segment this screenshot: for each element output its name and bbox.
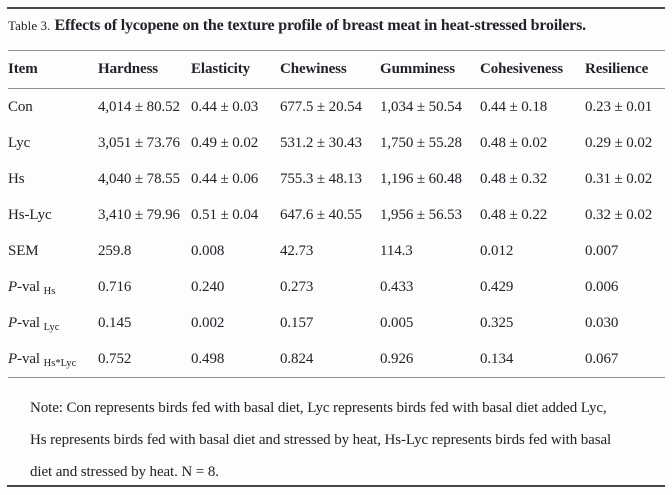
table-cell: 0.030 [585,314,619,331]
table-row-pval-lyc: P-val Lyc 0.145 0.002 0.157 0.005 0.325 … [8,305,665,341]
table-row-hs-lyc: Hs-Lyc 3,410 ± 79.96 0.51 ± 0.04 647.6 ±… [8,197,665,233]
row-label-text: -val [17,350,44,367]
table-row-con: Con 4,014 ± 80.52 0.44 ± 0.03 677.5 ± 20… [8,89,665,126]
table-cell: 0.926 [380,350,414,367]
table-cell: 3,410 ± 79.96 [98,206,180,223]
table-cell: 0.008 [191,242,225,259]
table-cell: 0.31 ± 0.02 [585,170,653,187]
column-header-chewiness: Chewiness [280,50,380,89]
table-cell: 0.32 ± 0.02 [585,206,653,223]
table-caption-text: Effects of lycopene on the texture profi… [54,17,587,34]
table-cell: 0.134 [480,350,514,367]
table-cell: 0.429 [480,278,514,295]
row-label-sub: Hs [43,285,56,297]
table-cell: 1,956 ± 56.53 [380,206,462,223]
table-cell: 0.007 [585,242,619,259]
table-cell: 0.48 ± 0.22 [480,206,548,223]
table-cell: 4,040 ± 78.55 [98,170,180,187]
row-label-text: -val [17,314,44,331]
table-cell: 0.157 [280,314,314,331]
row-label: P-val Lyc [8,305,98,341]
table-cell: 1,196 ± 60.48 [380,170,462,187]
table-cell: 4,014 ± 80.52 [98,98,180,115]
table-cell: 114.3 [380,242,413,259]
table-cell: 42.73 [280,242,314,259]
row-label-sub: Lyc [43,321,60,333]
row-label: P-val Hs*Lyc [8,341,98,378]
row-label: SEM [8,233,98,269]
table-caption-label: Table 3. [8,18,51,33]
column-header-resilience: Resilience [585,50,665,89]
table-note: Note: Con represents birds fed with basa… [30,392,662,488]
table-cell: 0.498 [191,350,225,367]
table-cell: 0.29 ± 0.02 [585,134,653,151]
table-cell: 0.48 ± 0.32 [480,170,548,187]
table-cell: 0.006 [585,278,619,295]
table-cell: 0.23 ± 0.01 [585,98,653,115]
table-cell: 1,034 ± 50.54 [380,98,462,115]
column-header-elasticity: Elasticity [191,50,280,89]
table-cell: 0.005 [380,314,414,331]
row-label: Lyc [8,125,98,161]
table-cell: 0.012 [480,242,514,259]
table-cell: 0.433 [380,278,414,295]
results-table: Item Hardness Elasticity Chewiness Gummi… [8,50,665,378]
row-label: Con [8,89,98,126]
table-cell: 531.2 ± 30.43 [280,134,362,151]
table-cell: 755.3 ± 48.13 [280,170,362,187]
column-header-gumminess: Gumminess [380,50,480,89]
table-cell: 0.240 [191,278,225,295]
row-label-text: Con [8,98,33,115]
table-row-lyc: Lyc 3,051 ± 73.76 0.49 ± 0.02 531.2 ± 30… [8,125,665,161]
table-cell: 0.51 ± 0.04 [191,206,259,223]
row-label: Hs-Lyc [8,197,98,233]
table-row-sem: SEM 259.8 0.008 42.73 114.3 0.012 0.007 [8,233,665,269]
row-label-italic: P [8,314,18,331]
note-line: Note: Con represents birds fed with basa… [30,400,607,416]
column-header-item: Item [8,50,98,89]
table-cell: 0.44 ± 0.18 [480,98,548,115]
table-cell: 1,750 ± 55.28 [380,134,462,151]
table-cell: 647.6 ± 40.55 [280,206,362,223]
table-cell: 0.067 [585,350,619,367]
column-header-hardness: Hardness [98,50,191,89]
top-rule [7,7,665,9]
table-cell: 0.48 ± 0.02 [480,134,548,151]
bottom-rule [7,485,665,487]
row-label-text: SEM [8,242,39,259]
table-cell: 0.716 [98,278,132,295]
table-cell: 677.5 ± 20.54 [280,98,362,115]
row-label-italic: P [8,278,18,295]
table-cell: 259.8 [98,242,132,259]
note-line: diet and stressed by heat. N = 8. [30,464,219,480]
table-cell: 0.49 ± 0.02 [191,134,259,151]
table-cell: 0.145 [98,314,132,331]
row-label-text: -val [17,278,44,295]
column-header-cohesiveness: Cohesiveness [480,50,585,89]
row-label: Hs [8,161,98,197]
table-cell: 0.44 ± 0.06 [191,170,259,187]
row-label-text: Hs-Lyc [8,206,52,223]
table-cell: 0.273 [280,278,314,295]
table-row-pval-hs-lyc: P-val Hs*Lyc 0.752 0.498 0.824 0.926 0.1… [8,341,665,378]
table-cell: 0.325 [480,314,514,331]
note-line: Hs represents birds fed with basal diet … [30,432,612,448]
table-cell: 0.002 [191,314,225,331]
row-label-text: Lyc [8,134,31,151]
table-row-pval-hs: P-val Hs 0.716 0.240 0.273 0.433 0.429 0… [8,269,665,305]
row-label: P-val Hs [8,269,98,305]
row-label-italic: P [8,350,18,367]
row-label-text: Hs [8,170,25,187]
table-cell: 0.824 [280,350,314,367]
table-header-row: Item Hardness Elasticity Chewiness Gummi… [8,50,665,89]
table-cell: 0.44 ± 0.03 [191,98,259,115]
row-label-sub: Hs*Lyc [43,357,77,369]
table-cell: 0.752 [98,350,132,367]
table-row-hs: Hs 4,040 ± 78.55 0.44 ± 0.06 755.3 ± 48.… [8,161,665,197]
table-cell: 3,051 ± 73.76 [98,134,180,151]
table-caption: Table 3. Effects of lycopene on the text… [8,17,666,35]
